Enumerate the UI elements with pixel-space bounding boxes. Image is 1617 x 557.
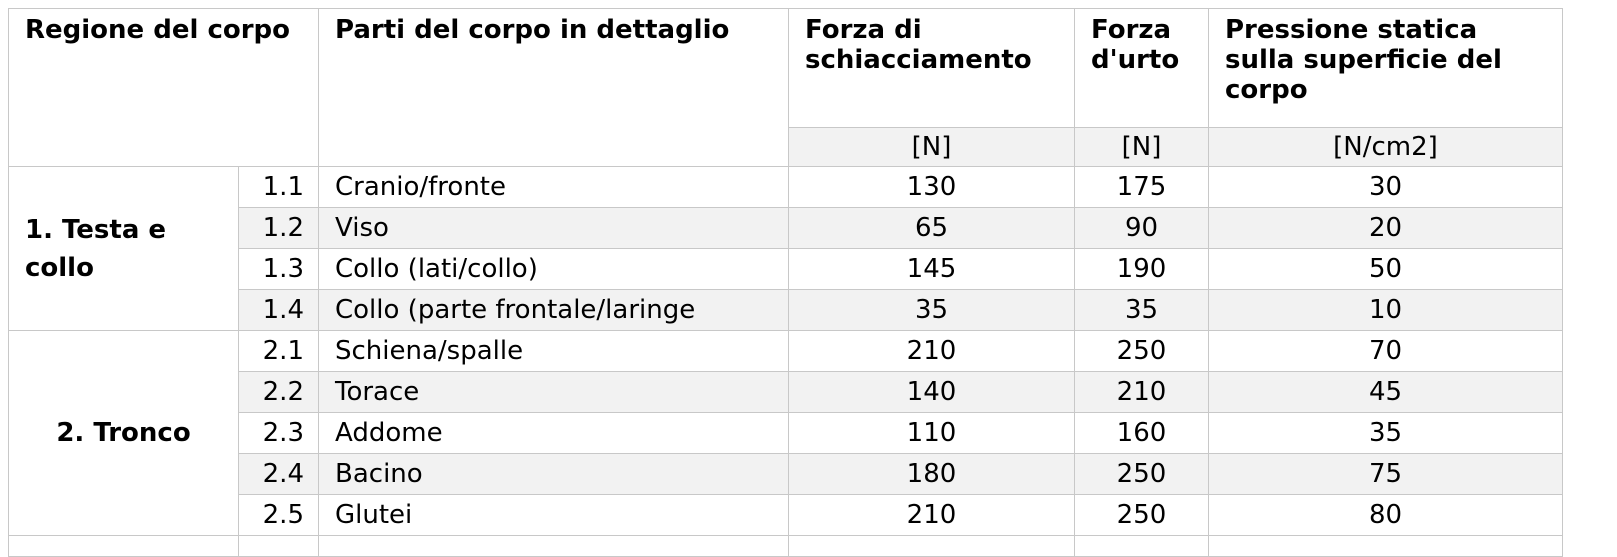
crush-value: 210: [788, 494, 1075, 536]
pressure-value: 80: [1208, 494, 1563, 536]
pressure-value: 70: [1208, 330, 1563, 372]
part-id: 2.2: [238, 371, 319, 413]
impact-value: 250: [1074, 453, 1209, 495]
table-row: 2. Tronco 2.1 Schiena/spalle 210 250 70: [8, 330, 1563, 536]
body-force-limits-table: Regione del corpo Parti del corpo in det…: [8, 8, 1563, 557]
header-region: Regione del corpo: [8, 8, 319, 167]
part-name: Glutei: [318, 494, 789, 536]
region-label: 1. Testa e collo: [8, 166, 239, 331]
part-name: Collo (parte frontale/laringe: [318, 289, 789, 331]
part-name: Viso: [318, 207, 789, 249]
unit-pressure: [N/cm2]: [1208, 127, 1563, 167]
header-pressure: Pressione statica sulla superficie del c…: [1208, 8, 1563, 128]
table-body: 1. Testa e collo 1.1 Cranio/fronte 130 175 30…: [8, 166, 1563, 557]
table-row: 1. Testa e collo 1.1 Cranio/fronte 130 175 30: [8, 166, 1563, 331]
part-id: 2.3: [238, 412, 319, 454]
part-name: Cranio/fronte: [318, 166, 789, 208]
table-row: 2.4 Bacino 180 250 75: [9, 453, 1563, 495]
table-row: 1.2 Viso 65 90 20: [9, 207, 1563, 249]
region-label: 2. Tronco: [8, 330, 239, 536]
pressure-value: 75: [1208, 453, 1563, 495]
table-row-partial: [8, 535, 1563, 557]
table-row: 1.4 Collo (parte frontale/laringe 35 35 10: [9, 289, 1563, 331]
impact-value: 35: [1074, 289, 1209, 331]
crush-value: 130: [788, 166, 1075, 208]
pressure-value: 35: [1208, 412, 1563, 454]
part-name: Bacino: [318, 453, 789, 495]
part-id: 1.1: [238, 166, 319, 208]
crush-value: 35: [788, 289, 1075, 331]
crush-value: 110: [788, 412, 1075, 454]
part-name: Torace: [318, 371, 789, 413]
header-impact: Forza d'urto: [1074, 8, 1209, 128]
part-name: Addome: [318, 412, 789, 454]
part-id: 2.1: [238, 330, 319, 372]
crush-value: 180: [788, 453, 1075, 495]
header-parts: Parti del corpo in dettaglio: [318, 8, 789, 167]
pressure-value: 20: [1208, 207, 1563, 249]
impact-value: 250: [1074, 330, 1209, 372]
crush-value: 65: [788, 207, 1075, 249]
table-row: 2.5 Glutei 210 250 80: [9, 494, 1563, 536]
unit-impact: [N]: [1074, 127, 1209, 167]
impact-value: 175: [1074, 166, 1209, 208]
part-id: 2.5: [238, 494, 319, 536]
crush-value: 140: [788, 371, 1075, 413]
pressure-value: 50: [1208, 248, 1563, 290]
impact-value: 190: [1074, 248, 1209, 290]
impact-value: 90: [1074, 207, 1209, 249]
part-id: 2.4: [238, 453, 319, 495]
impact-value: 160: [1074, 412, 1209, 454]
pressure-value: 30: [1208, 166, 1563, 208]
header-crush: Forza di schiacciamento: [788, 8, 1075, 128]
part-name: Schiena/spalle: [318, 330, 789, 372]
crush-value: 210: [788, 330, 1075, 372]
part-name: Collo (lati/collo): [318, 248, 789, 290]
impact-value: 210: [1074, 371, 1209, 413]
part-id: 1.4: [238, 289, 319, 331]
table-row: 1.3 Collo (lati/collo) 145 190 50: [9, 248, 1563, 290]
part-id: 1.3: [238, 248, 319, 290]
impact-value: 250: [1074, 494, 1209, 536]
part-id: 1.2: [238, 207, 319, 249]
unit-crush: [N]: [788, 127, 1075, 167]
table-row: 2.3 Addome 110 160 35: [9, 412, 1563, 454]
table-row: 2.2 Torace 140 210 45: [9, 371, 1563, 413]
crush-value: 145: [788, 248, 1075, 290]
pressure-value: 10: [1208, 289, 1563, 331]
pressure-value: 45: [1208, 371, 1563, 413]
